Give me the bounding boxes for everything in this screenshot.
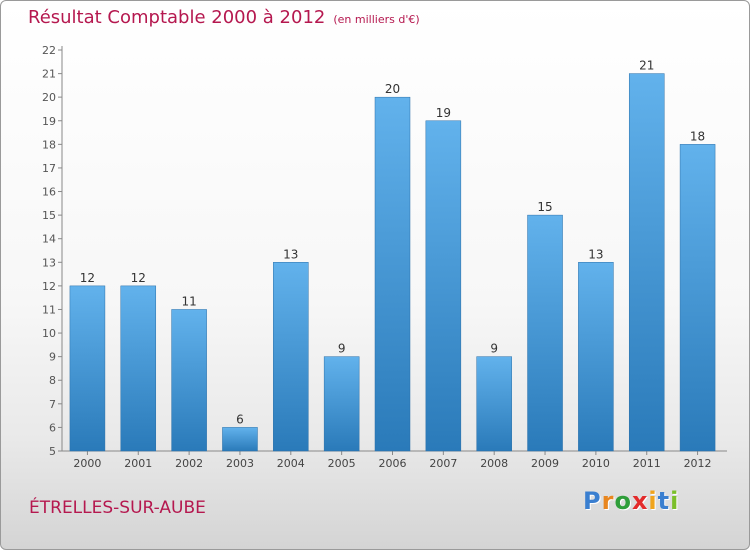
bar-2002: [171, 309, 207, 452]
data-labels-group: 12 12 11 6 13 9 20 19 9 15 13 21 18: [80, 59, 705, 427]
y-tick-label: 20: [42, 91, 56, 104]
bar-2010: [578, 262, 614, 452]
chart-title: Résultat Comptable 2000 à 2012 (en millie…: [28, 7, 420, 28]
data-label-2005: 9: [338, 342, 346, 356]
data-label-2004: 13: [283, 247, 298, 261]
x-tick-label: 2007: [429, 457, 457, 470]
data-label-2002: 11: [181, 294, 196, 308]
logo-letter: t: [657, 487, 671, 515]
x-axis: 2000 2001 2002 2003 2004 2005 2006 2007 2008 2009…: [62, 450, 727, 470]
y-axis: 5 6 7 8 9 10 11 12 13 14 15 16 17 18 19 20 21 22: [42, 44, 63, 458]
y-tick-label: 21: [42, 68, 56, 81]
logo-letter: i: [670, 487, 680, 515]
bars-group: [69, 73, 716, 452]
y-tick-label: 5: [49, 445, 56, 458]
y-tick-label: 19: [42, 115, 56, 128]
x-tick-label: 2012: [684, 457, 712, 470]
data-label-2008: 9: [490, 342, 498, 356]
bar-2006: [374, 96, 411, 452]
data-label-2009: 15: [537, 200, 552, 214]
y-tick-label: 11: [42, 303, 56, 316]
data-label-2010: 13: [588, 247, 603, 261]
y-tick-label: 12: [42, 280, 56, 293]
x-tick-label: 2000: [73, 457, 101, 470]
bar-2012: [679, 144, 716, 452]
bar-2009: [527, 214, 563, 452]
x-tick-label: 2002: [175, 457, 203, 470]
x-tick-label: 2005: [328, 457, 356, 470]
logo-letter: r: [601, 487, 615, 515]
x-tick-label: 2006: [379, 457, 407, 470]
logo-letter: o: [614, 487, 632, 515]
x-tick-label: 2001: [124, 457, 152, 470]
bar-2004: [273, 262, 309, 452]
data-label-2011: 21: [639, 59, 654, 73]
x-tick-label: 2011: [633, 457, 661, 470]
x-tick-label: 2008: [480, 457, 508, 470]
logo-letter: P: [583, 487, 602, 515]
data-label-2012: 18: [690, 129, 705, 143]
y-tick-label: 18: [42, 138, 56, 151]
bar-2007: [425, 120, 462, 452]
city-name: ÉTRELLES-SUR-AUBE: [29, 498, 206, 518]
y-tick-label: 14: [42, 233, 56, 246]
y-tick-label: 10: [42, 327, 56, 340]
x-tick-label: 2003: [226, 457, 254, 470]
y-tick-label: 15: [42, 209, 56, 222]
bar-2011: [628, 73, 665, 452]
y-tick-label: 7: [49, 398, 56, 411]
y-tick-label: 22: [42, 44, 56, 57]
y-tick-label: 16: [42, 186, 56, 199]
bar-2000: [69, 285, 106, 452]
y-tick-label: 13: [42, 256, 56, 269]
x-tick-label: 2010: [582, 457, 610, 470]
proxiti-logo: Proxiti: [583, 487, 679, 515]
title-unit: (en milliers d'€): [333, 13, 420, 26]
bar-2001: [120, 285, 157, 452]
bar-2003: [222, 427, 258, 452]
x-tick-label: 2004: [277, 457, 305, 470]
logo-letter: i: [648, 487, 658, 515]
y-tick-label: 8: [49, 374, 56, 387]
data-label-2007: 19: [436, 106, 451, 120]
data-label-2001: 12: [131, 271, 146, 285]
data-label-2006: 20: [385, 82, 400, 96]
y-tick-label: 17: [42, 162, 56, 175]
y-tick-label: 6: [49, 421, 56, 434]
bar-2008: [476, 356, 512, 452]
title-text: Résultat Comptable 2000 à 2012: [28, 7, 326, 28]
x-tick-label: 2009: [531, 457, 559, 470]
data-label-2000: 12: [80, 271, 95, 285]
logo-letter: x: [631, 487, 649, 515]
bar-2005: [323, 356, 360, 452]
y-tick-label: 9: [49, 351, 56, 364]
data-label-2003: 6: [236, 412, 244, 426]
